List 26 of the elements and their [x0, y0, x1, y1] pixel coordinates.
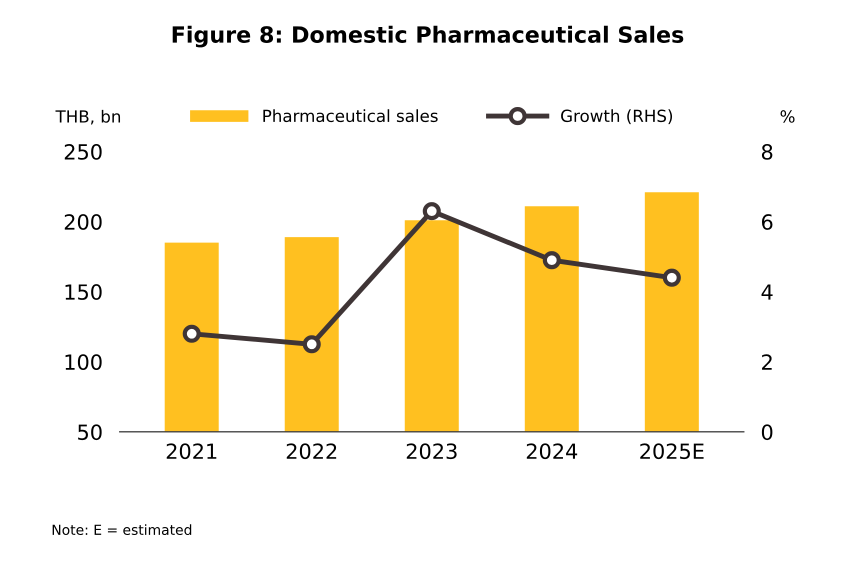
point [542, 251, 561, 270]
y-axis-title: THB, bn [56, 110, 120, 124]
point [662, 268, 681, 287]
y2-tick-label: 4 [762, 284, 773, 300]
y-tick-label: 100 [66, 354, 102, 370]
text: Note: E = estimated [52, 524, 192, 536]
point [422, 202, 441, 220]
y2-tick-label: 0 [762, 424, 772, 440]
y2-tick-label: 8 [762, 144, 772, 160]
y2-axis-title: % [780, 110, 795, 123]
x-tick-label: 2022 [286, 443, 336, 460]
point [302, 335, 321, 354]
y-tick-label: 150 [66, 284, 102, 300]
x-tick-label: 2024 [526, 443, 578, 460]
legend-label: Growth (RHS) [561, 109, 672, 124]
y2-tick-label: 6 [762, 214, 772, 230]
y-tick-label: 250 [64, 144, 102, 160]
x-tick-label: 2025E [640, 443, 704, 460]
x-tick-label: 2021 [166, 443, 216, 460]
point [182, 324, 201, 343]
y-tick-label: 200 [64, 214, 102, 230]
y-tick-label: 50 [78, 424, 102, 440]
legend-label: Pharmaceutical sales [263, 109, 438, 122]
x-tick-label: 2023 [406, 443, 457, 460]
y2-tick-label: 2 [762, 354, 772, 370]
chart-title: Figure 8: Domestic Pharmaceutical Sales [172, 26, 684, 48]
